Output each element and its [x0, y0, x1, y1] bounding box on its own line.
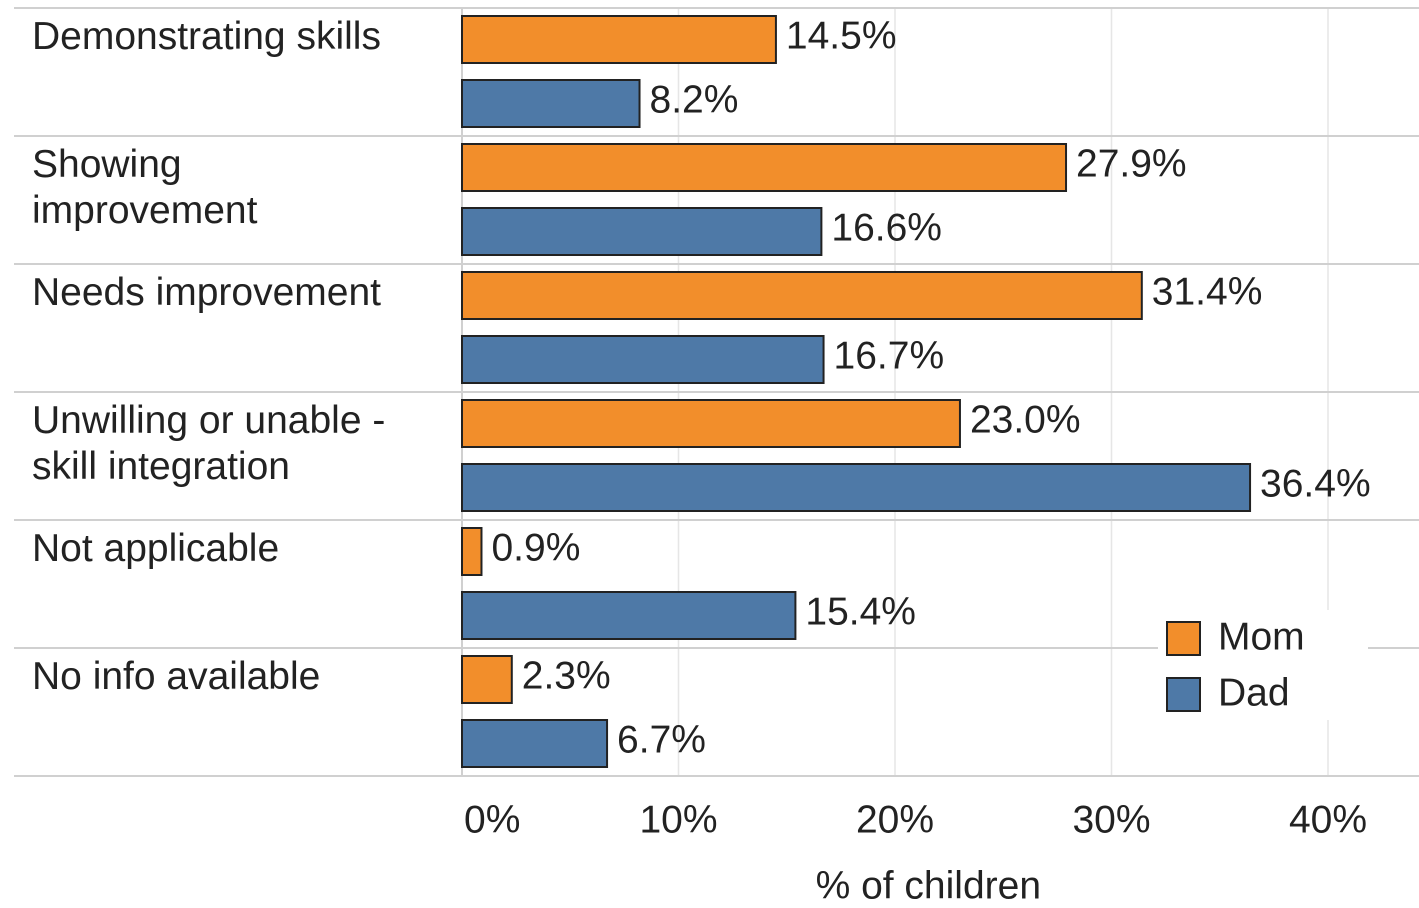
bar [461, 207, 823, 256]
value-label: 14.5% [786, 14, 897, 57]
value-label: 16.6% [831, 206, 942, 249]
category-label: Demonstrating skills [32, 15, 381, 58]
category-label: Needs improvement [32, 271, 381, 314]
legend-label: Dad [1218, 671, 1290, 714]
category-label: Not applicable [32, 527, 280, 570]
legend-swatch [1166, 621, 1201, 656]
bar [461, 399, 961, 448]
bar [461, 79, 641, 128]
value-label: 31.4% [1152, 270, 1263, 313]
category-label: Showing improvement [32, 143, 258, 232]
value-label: 8.2% [650, 78, 739, 121]
x-tick-label: 20% [856, 798, 934, 841]
value-label: 15.4% [805, 590, 916, 633]
legend-label: Mom [1218, 615, 1305, 658]
bar [461, 655, 513, 704]
x-tick-label: 10% [639, 798, 717, 841]
value-label: 6.7% [617, 718, 706, 761]
bar [461, 719, 609, 768]
value-label: 36.4% [1260, 462, 1371, 505]
x-tick-label: 40% [1289, 798, 1367, 841]
x-tick-label: 0% [464, 798, 520, 841]
value-label: 27.9% [1076, 142, 1187, 185]
bar [461, 335, 825, 384]
bar [461, 15, 777, 64]
x-axis-title: % of children [816, 864, 1041, 907]
legend-swatch [1166, 677, 1201, 712]
bar [461, 143, 1068, 192]
value-label: 23.0% [970, 398, 1081, 441]
legend: Mom Dad [1158, 610, 1368, 720]
x-tick-label: 30% [1072, 798, 1150, 841]
bar [461, 463, 1252, 512]
bar [461, 527, 483, 576]
value-label: 16.7% [834, 334, 945, 377]
value-label: 0.9% [491, 526, 580, 569]
category-label: Unwilling or unable - skill integration [32, 399, 386, 488]
value-label: 2.3% [522, 654, 611, 697]
bar [461, 271, 1143, 320]
category-label: No info available [32, 655, 321, 698]
bar [461, 591, 797, 640]
